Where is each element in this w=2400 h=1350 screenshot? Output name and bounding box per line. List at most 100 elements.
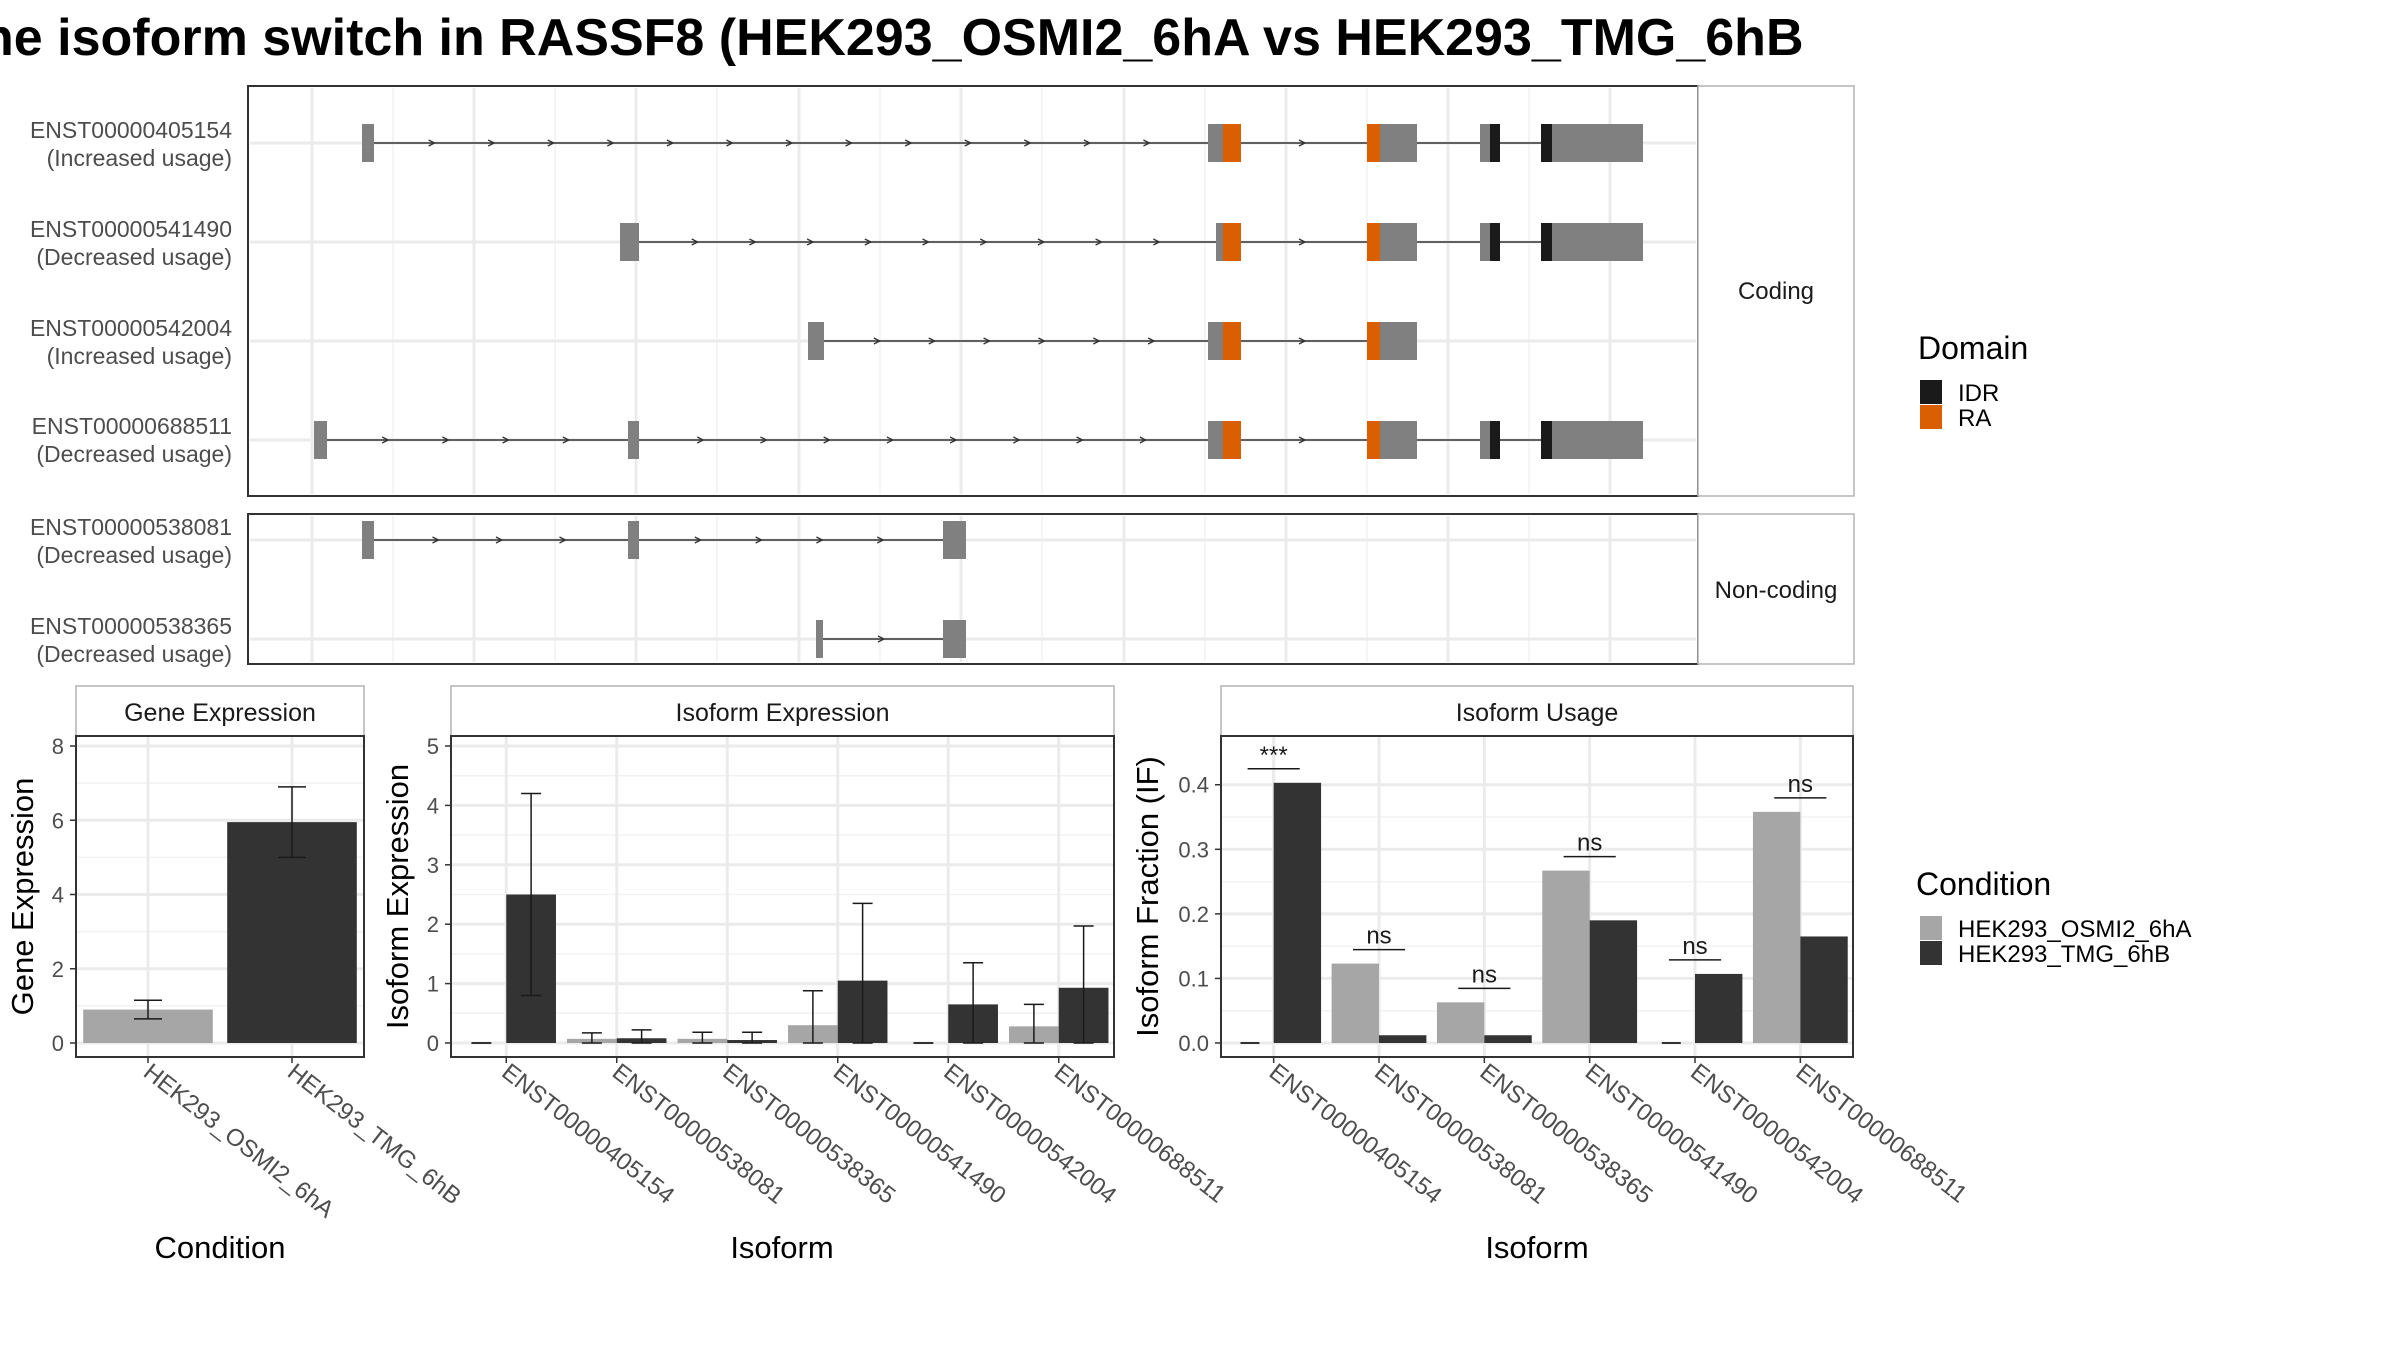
- exon: [1480, 223, 1490, 261]
- y-tick-label: 8: [52, 734, 64, 759]
- transcript-id-label: ENST00000542004: [30, 315, 232, 341]
- bar: [1436, 1002, 1485, 1043]
- panel-title: Isoform Usage: [1456, 699, 1619, 727]
- panel-border: [450, 735, 1115, 1058]
- intron-arrow: [979, 238, 988, 246]
- noncoding-strip: [1697, 513, 1855, 665]
- panel-border: [75, 735, 365, 1058]
- intron-arrow: [502, 436, 511, 444]
- legend-key-ra: [1920, 405, 1942, 429]
- intron-arrow: [904, 139, 913, 147]
- y-tick-label: 0.2: [1178, 902, 1209, 927]
- intron-arrow: [487, 139, 496, 147]
- intron-arrow: [562, 436, 571, 444]
- y-tick-label: 0: [52, 1031, 64, 1056]
- intron-arrow: [785, 139, 794, 147]
- intron-arrow: [1092, 337, 1101, 345]
- y-tick-label: 2: [52, 957, 64, 982]
- legend-key-idr: [1920, 380, 1942, 404]
- legend-label-ra: RA: [1958, 405, 1991, 432]
- x-tick-label: ENST00000405154: [1264, 1058, 1447, 1209]
- exon: [1552, 124, 1560, 162]
- domain-ra: [1367, 223, 1380, 261]
- intron-arrow: [1153, 238, 1161, 246]
- x-tick-label: ENST00000541490: [1580, 1058, 1763, 1209]
- y-tick-label: 2: [427, 912, 439, 937]
- domain-ra: [1223, 322, 1241, 360]
- intron-arrow: [694, 536, 703, 544]
- intron-arrow: [1023, 139, 1032, 147]
- y-tick-label: 1: [427, 972, 439, 997]
- exon: [1380, 223, 1417, 261]
- intron-arrow: [606, 139, 615, 147]
- exon: [1216, 223, 1223, 261]
- domain-idr: [1490, 124, 1500, 162]
- intron-arrow: [559, 536, 567, 544]
- intron-arrow: [547, 139, 556, 147]
- exon: [1208, 124, 1223, 162]
- intron-arrow: [1095, 238, 1104, 246]
- exon: [362, 521, 374, 559]
- exon: [628, 421, 639, 459]
- exon: [1380, 322, 1417, 360]
- domain-idr: [1541, 124, 1552, 162]
- panel-strip: [75, 685, 365, 737]
- y-tick-label: 4: [427, 793, 439, 818]
- domain-idr: [1490, 223, 1500, 261]
- bar: [1752, 811, 1801, 1043]
- condition-legend-title: Condition: [1916, 866, 2051, 902]
- y-axis-title: Isoform Expression: [380, 764, 415, 1029]
- panel-title: Gene Expression: [124, 699, 316, 727]
- intron-arrow: [1143, 139, 1151, 147]
- intron-arrow: [806, 238, 815, 246]
- intron-arrow: [1038, 337, 1046, 345]
- intron-arrow: [442, 436, 450, 444]
- bar: [1542, 870, 1590, 1043]
- exon: [1380, 421, 1417, 459]
- noncoding-strip-label: Non-coding: [1715, 577, 1838, 604]
- panel-background: [1221, 736, 1853, 1057]
- y-axis-title: Gene Expression: [5, 778, 40, 1016]
- domain-ra: [1223, 124, 1241, 162]
- intron-arrow: [886, 436, 895, 444]
- intron-arrow: [823, 436, 832, 444]
- intron-arrow: [691, 238, 700, 246]
- x-tick-label: ENST00000542004: [1685, 1058, 1868, 1209]
- coding-panel: [247, 85, 1699, 497]
- exon: [1560, 223, 1643, 261]
- intron-arrow: [1298, 139, 1307, 147]
- legend-label-condition-a: HEK293_OSMI2_6hA: [1958, 916, 2191, 943]
- chart-panel: Isoform Usage 0.0 0.1 0.2 0.3 0.4 *** ns ns ns ns n…: [1130, 685, 1972, 1265]
- panel-strip: [450, 685, 1115, 737]
- significance-label: ***: [1260, 742, 1288, 769]
- significance-label: ns: [1577, 830, 1602, 857]
- intron-arrow: [845, 139, 854, 147]
- intron-arrow: [864, 238, 873, 246]
- intron-arrow: [983, 337, 992, 345]
- domain-ra: [1367, 124, 1380, 162]
- exon: [816, 620, 823, 658]
- transcript-id-label: ENST00000538081: [30, 514, 232, 540]
- exon: [1552, 421, 1560, 459]
- exon: [943, 620, 966, 658]
- transcript-usage-label: (Decreased usage): [36, 441, 232, 467]
- significance-label: ns: [1788, 771, 1813, 798]
- exon: [1552, 223, 1560, 261]
- bar: [227, 822, 357, 1043]
- exon: [620, 223, 639, 261]
- noncoding-panel: [247, 513, 1699, 665]
- intron-arrow: [816, 536, 824, 544]
- intron-arrow: [949, 436, 958, 444]
- legend-key-condition-a: [1920, 916, 1942, 940]
- y-tick-label: 6: [52, 808, 64, 833]
- structure-tracks: [314, 124, 1643, 658]
- intron-arrow: [726, 139, 734, 147]
- intron-arrow: [1013, 436, 1021, 444]
- intron-arrow: [873, 337, 882, 345]
- intron-arrow: [749, 238, 757, 246]
- bar: [1695, 973, 1743, 1043]
- significance-label: ns: [1682, 933, 1707, 960]
- domain-ra: [1367, 421, 1380, 459]
- coding-strip: [1697, 85, 1855, 497]
